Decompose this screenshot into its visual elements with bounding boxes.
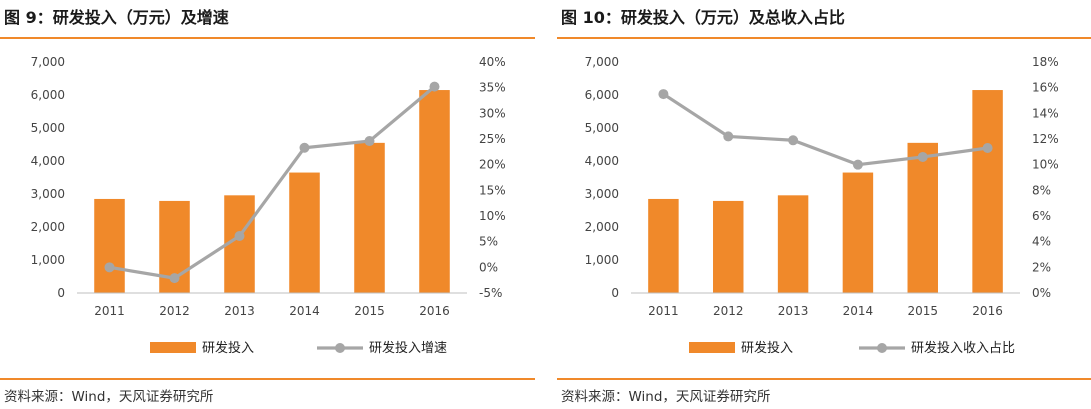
line-point-2012 (723, 131, 734, 142)
left-axis-tick-label: 2,000 (31, 220, 65, 234)
left-axis-tick-label: 2,000 (585, 220, 619, 234)
legend-line-label: 研发投入增速 (369, 340, 447, 356)
right-axis-tick-label: 0% (1032, 286, 1051, 300)
line-point-2014 (852, 159, 863, 170)
left-axis-tick-label: 6,000 (585, 88, 619, 102)
x-axis-tick-label: 2014 (289, 304, 320, 318)
right-axis-tick-label: 10% (479, 209, 506, 223)
figure-9-panel: 图 9：研发投入（万元）及增速 0 1,000 2,000 3,000 4,000 5,0… (0, 0, 535, 409)
left-axis-tick-label: 6,000 (31, 88, 65, 102)
bar-2014 (289, 172, 320, 293)
bottom-rule (0, 378, 535, 380)
figure-10-chart: 0 1,000 2,000 3,000 4,000 5,000 6,000 7,000 0% 2%… (585, 55, 1059, 356)
right-axis-tick-label: 18% (1032, 55, 1059, 69)
line-point-2013 (234, 231, 245, 242)
right-axis-tick-label: 0% (479, 260, 498, 274)
bar-2016 (419, 90, 450, 293)
x-axis-tick-label: 2011 (94, 304, 125, 318)
line-point-2012 (169, 273, 180, 284)
line-point-2011 (658, 89, 669, 100)
x-axis-tick-label: 2015 (354, 304, 385, 318)
left-axis-tick-label: 0 (57, 286, 65, 300)
x-axis-tick-label: 2012 (713, 304, 744, 318)
line-point-2015 (364, 136, 375, 147)
top-rule (0, 37, 535, 39)
bar-2012 (713, 200, 744, 293)
right-axis-tick-label: 10% (1032, 158, 1059, 172)
bar-2011 (94, 198, 125, 293)
left-axis-tick-label: 0 (611, 286, 619, 300)
bar-2013 (777, 195, 809, 293)
x-axis-tick-label: 2013 (224, 304, 255, 318)
right-axis-tick-label: 30% (479, 106, 506, 120)
right-axis-tick-label: -5% (479, 286, 502, 300)
left-axis-tick-label: 7,000 (31, 55, 65, 69)
figure-9-title: 图 9：研发投入（万元）及增速 (4, 8, 229, 27)
x-axis-tick-label: 2016 (972, 304, 1003, 318)
right-axis-tick-label: 6% (1032, 209, 1051, 223)
left-axis-tick-label: 4,000 (585, 154, 619, 168)
left-axis-tick-label: 5,000 (585, 121, 619, 135)
legend-line-label: 研发投入收入占比 (911, 340, 1015, 356)
bar-2016 (972, 90, 1003, 293)
right-axis-tick-label: 35% (479, 81, 506, 95)
left-axis-tick-label: 1,000 (31, 253, 65, 267)
line-point-2016 (429, 81, 440, 92)
left-axis-tick-label: 7,000 (585, 55, 619, 69)
legend-line-marker (335, 343, 345, 353)
x-axis-tick-label: 2012 (159, 304, 190, 318)
right-axis-tick-label: 25% (479, 132, 506, 146)
figure-10-source: 资料来源：Wind，天风证券研究所 (561, 389, 771, 405)
right-axis-tick-label: 8% (1032, 183, 1051, 197)
x-axis-tick-label: 2016 (419, 304, 450, 318)
right-axis-tick-label: 15% (479, 183, 506, 197)
figure-10-title: 图 10：研发投入（万元）及总收入占比 (561, 8, 845, 27)
figure-10-panel: 图 10：研发投入（万元）及总收入占比 0 1,000 2,000 3,000 4,00… (557, 0, 1091, 409)
right-axis-tick-label: 4% (1032, 235, 1051, 249)
right-axis-tick-label: 40% (479, 55, 506, 69)
legend-bar-swatch (150, 342, 196, 353)
right-axis-tick-label: 16% (1032, 81, 1059, 95)
right-axis-tick-label: 5% (479, 235, 498, 249)
line-point-2011 (104, 262, 115, 273)
left-axis-tick-label: 3,000 (31, 187, 65, 201)
bottom-rule (557, 378, 1091, 380)
legend-bar-label: 研发投入 (741, 340, 793, 356)
line-point-2015 (917, 151, 928, 162)
bar-2011 (648, 198, 679, 293)
legend-bar-label: 研发投入 (202, 340, 254, 356)
x-axis-tick-label: 2014 (843, 304, 874, 318)
line-series (662, 92, 988, 167)
left-axis-tick-label: 4,000 (31, 154, 65, 168)
left-axis-tick-label: 1,000 (585, 253, 619, 267)
x-axis-tick-label: 2011 (648, 304, 679, 318)
line-series (109, 85, 436, 280)
bar-2015 (354, 142, 385, 293)
line-point-2013 (788, 135, 799, 146)
right-axis-tick-label: 2% (1032, 260, 1051, 274)
x-axis-tick-label: 2015 (907, 304, 938, 318)
right-axis-tick-label: 12% (1032, 132, 1059, 146)
left-axis-tick-label: 5,000 (31, 121, 65, 135)
top-rule (557, 37, 1091, 39)
line-point-2016 (982, 142, 993, 153)
bar-2015 (907, 142, 938, 293)
x-axis-tick-label: 2013 (778, 304, 809, 318)
left-axis-tick-label: 3,000 (585, 187, 619, 201)
figure-9-source: 资料来源：Wind，天风证券研究所 (4, 389, 214, 405)
bar-2014 (842, 172, 874, 293)
legend-bar-swatch (689, 342, 735, 353)
right-axis-tick-label: 20% (479, 158, 506, 172)
right-axis-tick-label: 14% (1032, 106, 1059, 120)
figure-9-chart: 0 1,000 2,000 3,000 4,000 5,000 6,000 7,000 -5% 0… (31, 55, 506, 356)
line-point-2014 (299, 142, 310, 153)
legend-line-marker (877, 343, 887, 353)
